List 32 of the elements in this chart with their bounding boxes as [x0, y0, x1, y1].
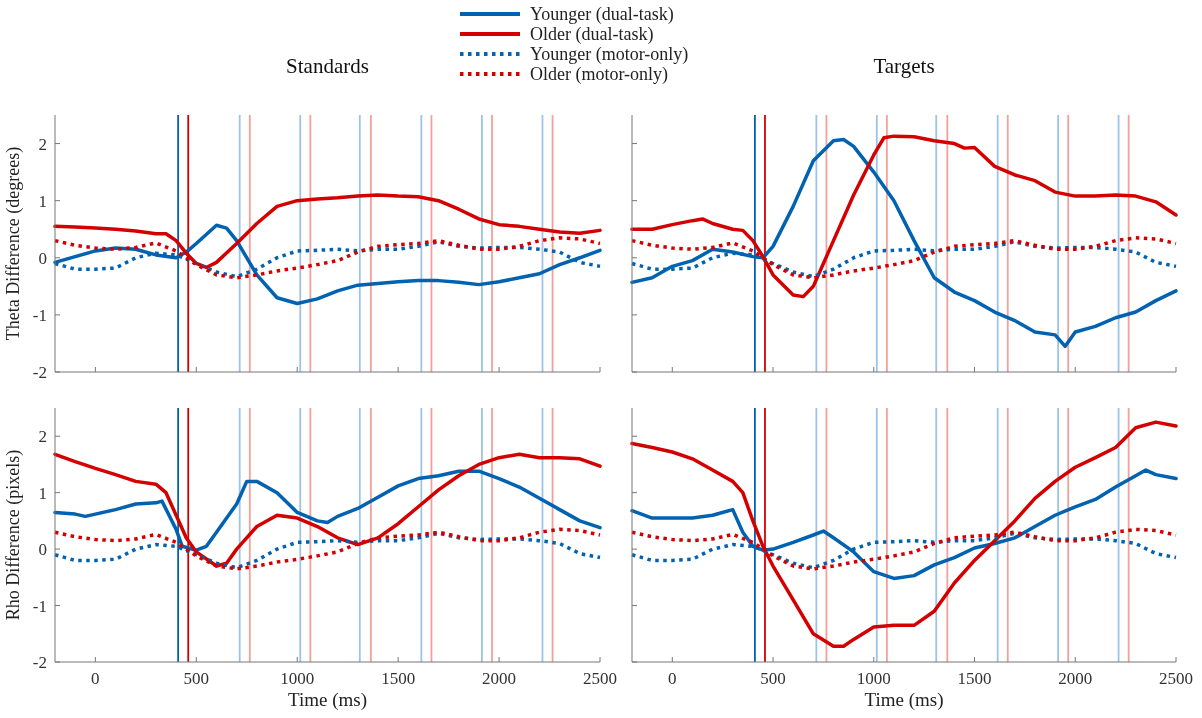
- x-tick-label: 1000: [280, 669, 315, 688]
- legend-label: Older (dual-task): [530, 24, 654, 45]
- chart-title: Targets: [873, 54, 935, 78]
- y-tick-label: 2: [38, 427, 47, 447]
- x-tick-label: 0: [91, 669, 100, 688]
- x-axis-title: Time (ms): [864, 689, 944, 711]
- y-tick-label: -1: [32, 596, 47, 616]
- y-axis-title: Theta Difference (degrees): [3, 146, 24, 341]
- legend-label: Older (motor-only): [530, 64, 669, 85]
- x-tick-label: 500: [183, 669, 210, 688]
- y-tick-label: -2: [32, 363, 47, 382]
- x-tick-label: 500: [760, 669, 786, 688]
- y-tick-label: -1: [32, 305, 47, 325]
- x-tick-label: 2000: [482, 669, 517, 688]
- x-axis-title: Time (ms): [287, 689, 368, 711]
- x-tick-label: 1500: [381, 669, 416, 688]
- x-tick-label: 1000: [856, 669, 891, 688]
- x-tick-label: 2000: [1058, 669, 1093, 688]
- y-tick-label: -2: [32, 653, 47, 672]
- y-tick-label: 2: [38, 134, 47, 154]
- x-tick-label: 2500: [583, 669, 617, 688]
- y-tick-label: 0: [38, 540, 47, 560]
- x-tick-label: 0: [668, 669, 677, 688]
- x-tick-label: 1500: [957, 669, 992, 688]
- y-tick-label: 1: [38, 191, 47, 211]
- legend-label: Younger (motor-only): [530, 44, 689, 65]
- chart-title: Standards: [286, 54, 369, 78]
- y-tick-label: 1: [38, 483, 47, 503]
- legend-label: Younger (dual-task): [530, 4, 674, 25]
- x-tick-label: 2500: [1159, 669, 1193, 688]
- y-axis-title: Rho Difference (pixels): [3, 449, 24, 621]
- y-tick-label: 0: [38, 248, 47, 268]
